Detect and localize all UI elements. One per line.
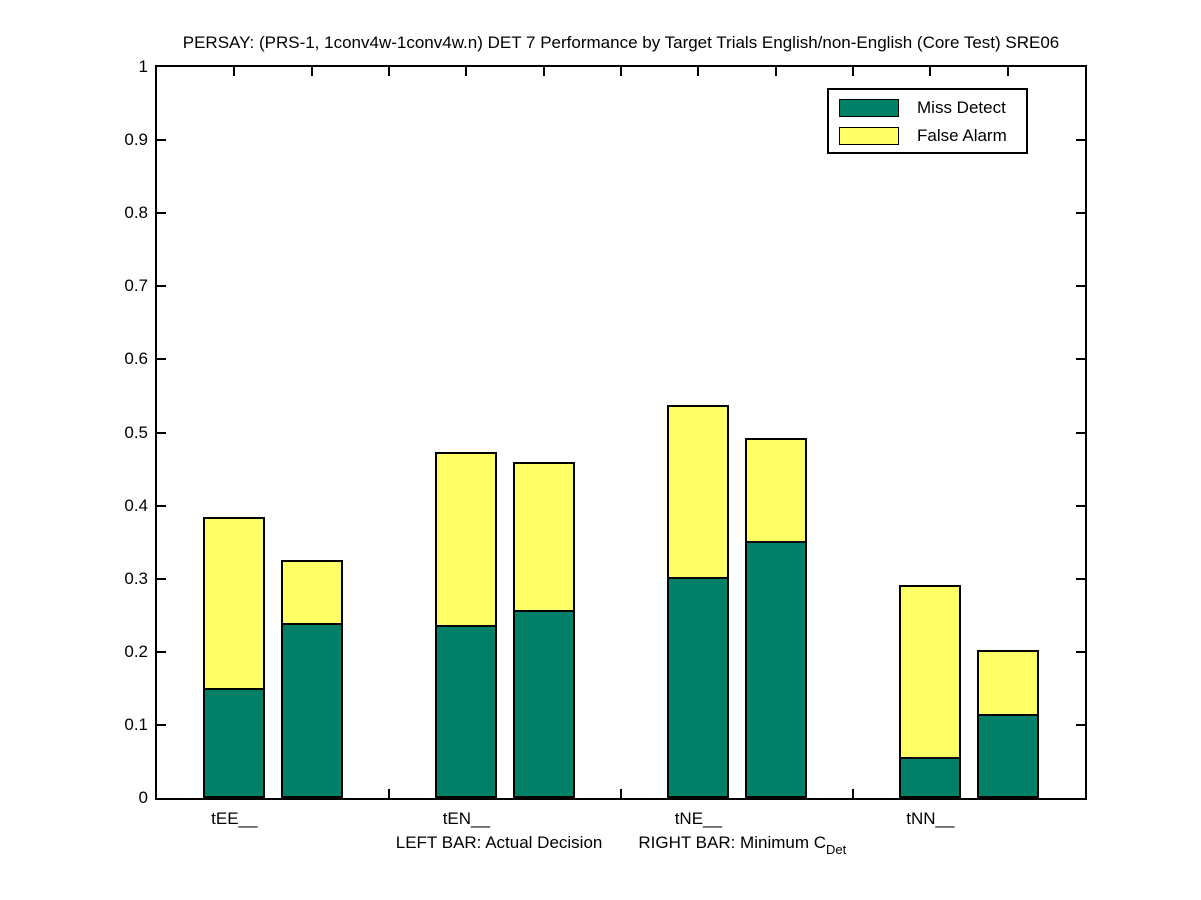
legend-swatch-false-alarm bbox=[839, 127, 899, 145]
bar-segment-false-alarm-tEN__-minimum_cdet bbox=[512, 462, 575, 611]
x-tick-top bbox=[852, 67, 854, 76]
bar-segment-miss-detect-tEE__-actual_decision bbox=[203, 688, 266, 798]
bar-segment-false-alarm-tEN__-actual_decision bbox=[435, 451, 498, 625]
legend-label-false-alarm: False Alarm bbox=[917, 126, 1007, 145]
y-tick-right bbox=[1076, 212, 1085, 215]
y-tick-left bbox=[157, 358, 166, 361]
y-tick-label: 0.1 bbox=[124, 714, 148, 734]
bar-segment-miss-detect-tEE__-minimum_cdet bbox=[280, 623, 343, 798]
x-tick-top bbox=[388, 67, 390, 76]
bar-segment-false-alarm-tEE__-actual_decision bbox=[203, 516, 266, 689]
bar-segment-miss-detect-tEN__-minimum_cdet bbox=[512, 610, 575, 798]
x-caption-left: LEFT BAR: Actual Decision bbox=[395, 833, 603, 852]
y-tick-label: 0 bbox=[138, 788, 148, 807]
x-tick-top bbox=[697, 67, 700, 76]
x-category-label-tEN__: tEN__ bbox=[442, 809, 490, 828]
chart-title: PERSAY: (PRS-1, 1conv4w-1conv4w.n) DET 7… bbox=[182, 33, 1060, 52]
y-tick-left bbox=[157, 431, 166, 434]
plot-area bbox=[155, 65, 1087, 800]
bar-segment-miss-detect-tNN__-minimum_cdet bbox=[976, 713, 1039, 798]
x-caption-right-subscript: Det bbox=[826, 842, 847, 857]
legend: Miss Detect False Alarm bbox=[827, 88, 1028, 154]
y-tick-right bbox=[1076, 577, 1085, 580]
bar-segment-false-alarm-tNE__-minimum_cdet bbox=[744, 437, 807, 542]
y-tick-label: 1 bbox=[138, 57, 148, 76]
y-tick-label: 0.6 bbox=[124, 349, 148, 369]
x-tick-top bbox=[774, 67, 777, 76]
y-tick-left bbox=[157, 504, 166, 507]
x-tick-top bbox=[542, 67, 545, 76]
x-axis-caption: LEFT BAR: Actual Decision RIGHT BAR: Mini… bbox=[155, 833, 1087, 857]
y-tick-label: 0.5 bbox=[124, 422, 148, 442]
y-tick-left bbox=[157, 212, 166, 215]
bar-segment-false-alarm-tEE__-minimum_cdet bbox=[280, 559, 343, 624]
legend-item-miss-detect: Miss Detect bbox=[839, 98, 1006, 117]
bar-segment-miss-detect-tNE__-minimum_cdet bbox=[744, 541, 807, 798]
y-tick-label: 0.3 bbox=[124, 568, 148, 588]
x-tick-bottom bbox=[852, 789, 854, 798]
y-tick-label: 0.8 bbox=[124, 203, 148, 223]
x-caption-right: RIGHT BAR: Minimum C bbox=[638, 833, 827, 852]
y-tick-right bbox=[1076, 723, 1085, 726]
y-tick-right bbox=[1076, 285, 1085, 288]
y-tick-left bbox=[157, 723, 166, 726]
y-tick-right bbox=[1076, 431, 1085, 434]
y-tick-right bbox=[1076, 358, 1085, 361]
x-tick-top bbox=[465, 67, 468, 76]
x-tick-top bbox=[929, 67, 932, 76]
legend-label-miss-detect: Miss Detect bbox=[917, 98, 1006, 117]
y-tick-right bbox=[1076, 139, 1085, 142]
y-tick-left bbox=[157, 577, 166, 580]
y-tick-left bbox=[157, 650, 166, 653]
bar-segment-false-alarm-tNN__-minimum_cdet bbox=[976, 650, 1039, 714]
x-tick-top bbox=[1006, 67, 1009, 76]
y-tick-label: 0.2 bbox=[124, 641, 148, 661]
y-tick-right bbox=[1076, 650, 1085, 653]
x-tick-bottom bbox=[388, 789, 390, 798]
bar-segment-false-alarm-tNN__-actual_decision bbox=[899, 585, 962, 758]
x-category-label-tNE__: tNE__ bbox=[674, 809, 722, 828]
x-tick-bottom bbox=[620, 789, 622, 798]
y-tick-left bbox=[157, 139, 166, 142]
x-tick-top bbox=[233, 67, 236, 76]
bar-segment-false-alarm-tNE__-actual_decision bbox=[667, 405, 730, 578]
bar-segment-miss-detect-tNE__-actual_decision bbox=[667, 577, 730, 798]
y-tick-right bbox=[1076, 504, 1085, 507]
x-tick-top bbox=[310, 67, 313, 76]
x-category-label-tNN__: tNN__ bbox=[906, 809, 955, 828]
y-tick-label: 0.9 bbox=[124, 130, 148, 150]
legend-item-false-alarm: False Alarm bbox=[839, 126, 1007, 145]
y-tick-label: 0.4 bbox=[124, 495, 148, 515]
bar-segment-miss-detect-tEN__-actual_decision bbox=[435, 624, 498, 798]
y-tick-label: 0.7 bbox=[124, 276, 148, 296]
bar-segment-miss-detect-tNN__-actual_decision bbox=[899, 757, 962, 798]
y-tick-left bbox=[157, 285, 166, 288]
legend-swatch-miss-detect bbox=[839, 99, 899, 117]
x-tick-top bbox=[620, 67, 622, 76]
x-category-label-tEE__: tEE__ bbox=[211, 809, 258, 828]
